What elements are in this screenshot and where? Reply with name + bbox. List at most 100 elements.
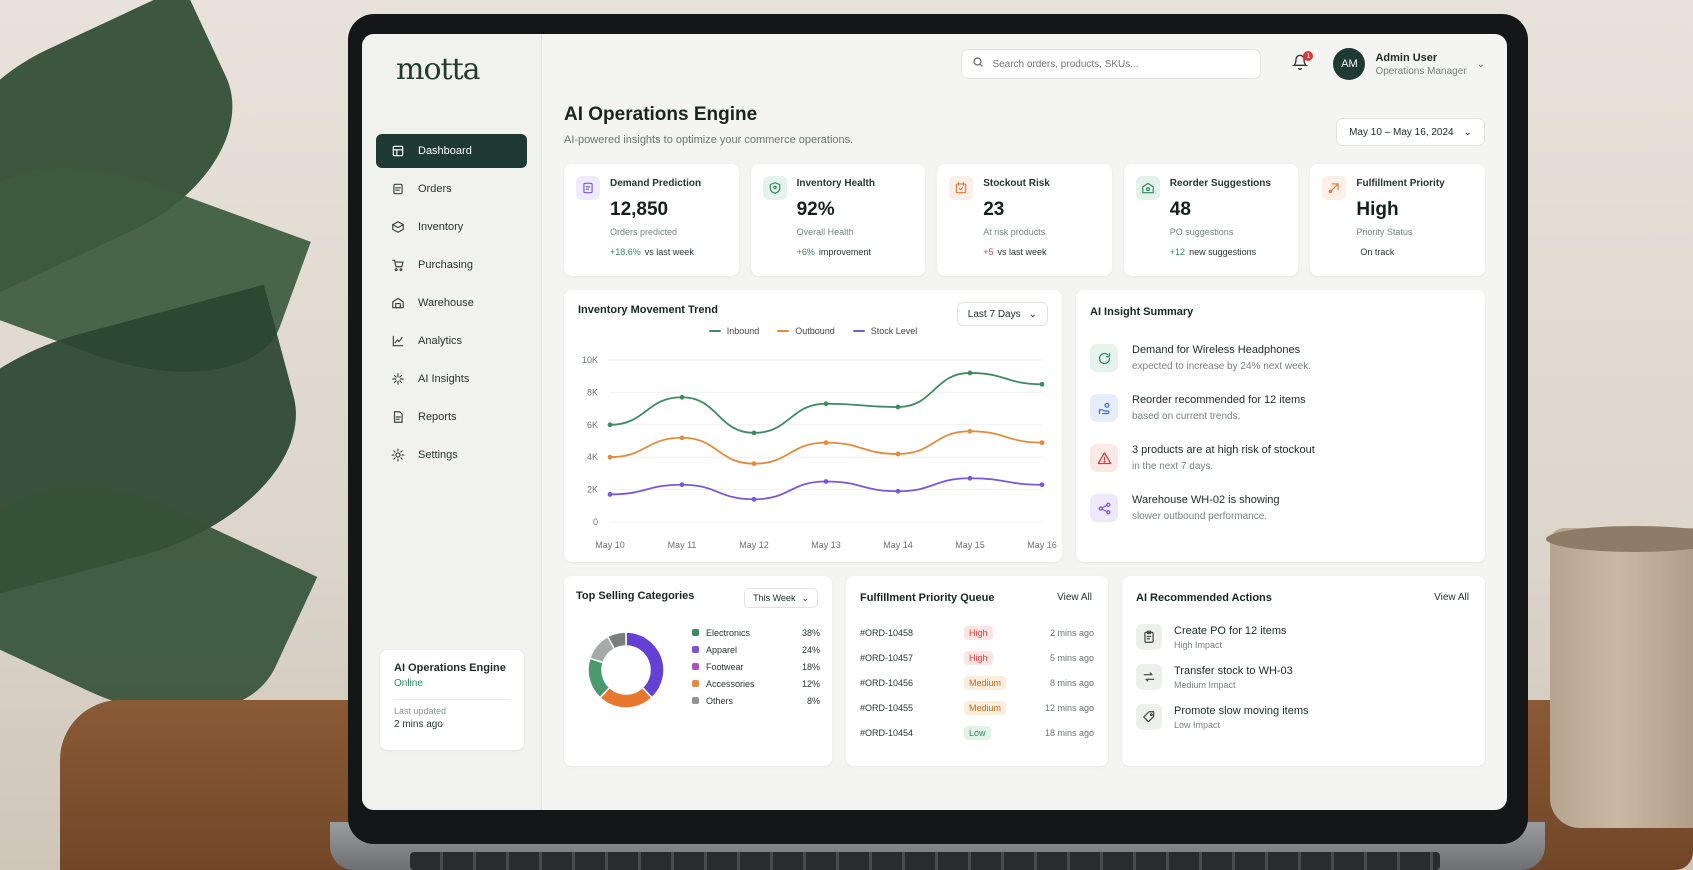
kpi-delta-sign: + (983, 247, 989, 257)
kpi-card-demand-prediction[interactable]: Demand Prediction 12,850 Orders predicted +… (564, 164, 739, 276)
kpi-card-stockout-risk[interactable]: Stockout Risk 23 At risk products +5 vs last… (937, 164, 1112, 276)
queue-row[interactable]: #ORD-10455 Medium 12 mins ago (860, 695, 1094, 720)
fulfillment-queue-panel: Fulfillment Priority Queue View All #ORD… (846, 576, 1108, 766)
kpi-delta-text: vs last week (644, 247, 694, 257)
kpi-card-inventory-health[interactable]: Inventory Health 92% Overall Health +6% impr… (750, 164, 926, 276)
category-row[interactable]: Footwear 18% (692, 662, 820, 672)
data-point[interactable] (679, 482, 685, 488)
kpi-delta-value: 5 (988, 247, 994, 257)
sidebar-item-analytics[interactable]: Analytics (376, 324, 527, 358)
kpi-card-reorder-suggestions[interactable]: Reorder Suggestions 48 PO suggestions +12 ne… (1123, 164, 1299, 276)
donut-slice[interactable] (606, 631, 627, 650)
sidebar-item-ai-insights[interactable]: AI Insights (376, 362, 527, 396)
search-box[interactable] (961, 49, 1262, 79)
data-point[interactable] (895, 451, 901, 457)
brand-logo[interactable]: motta (396, 52, 481, 87)
kpi-subtitle: Orders predicted (610, 227, 678, 237)
category-row[interactable]: Electronics 38% (692, 628, 820, 638)
queue-title: Fulfillment Priority Queue (860, 592, 995, 604)
x-tick-label: May 16 (1027, 540, 1057, 550)
action-item[interactable]: Create PO for 12 items High Impact (1136, 624, 1471, 650)
sidebar-item-settings[interactable]: Settings (376, 438, 527, 472)
user-menu[interactable]: AM Admin User Operations Manager ⌄ (1333, 48, 1485, 80)
date-range-picker[interactable]: May 10 – May 16, 2024 ⌄ (1336, 118, 1485, 146)
donut-slice[interactable] (625, 631, 665, 699)
queue-view-all-link[interactable]: View All (1057, 592, 1092, 603)
category-row[interactable]: Accessories 12% (692, 679, 820, 689)
trend-range-select[interactable]: Last 7 Days ⌄ (956, 302, 1048, 326)
queue-row[interactable]: #ORD-10457 High 5 mins ago (860, 645, 1094, 670)
legend-item[interactable]: Outbound (777, 326, 835, 336)
data-point[interactable] (1039, 381, 1045, 387)
kpi-delta-value: 12 (1175, 247, 1186, 257)
queue-row[interactable]: #ORD-10456 Medium 8 mins ago (860, 670, 1094, 695)
data-point[interactable] (751, 496, 757, 502)
sidebar-item-purchasing[interactable]: Purchasing (376, 248, 527, 282)
data-point[interactable] (1039, 440, 1045, 446)
data-point[interactable] (751, 461, 757, 467)
sidebar-item-dashboard[interactable]: Dashboard (376, 134, 527, 168)
data-point[interactable] (823, 401, 829, 407)
kpi-card-fulfillment-priority[interactable]: Fulfillment Priority High Priority Status O… (1310, 164, 1485, 276)
donut-slice[interactable] (587, 657, 611, 699)
legend-label: Outbound (795, 326, 835, 336)
inventory-icon (390, 219, 406, 235)
order-time: 18 mins ago (1044, 727, 1094, 738)
notifications-button[interactable]: 1 (1289, 51, 1314, 75)
kpi-subtitle: At risk products (983, 227, 1046, 237)
share-icon (1090, 494, 1118, 522)
data-point[interactable] (751, 430, 757, 436)
donut-slice[interactable] (598, 686, 654, 709)
categories-period-select[interactable]: This Week ⌄ (744, 588, 818, 608)
data-point[interactable] (823, 440, 829, 446)
insight-item[interactable]: Reorder recommended for 12 items based on… (1090, 394, 1471, 422)
sidebar-item-label: AI Insights (418, 373, 470, 385)
legend-swatch (708, 330, 721, 332)
data-point[interactable] (967, 428, 973, 434)
data-point[interactable] (895, 404, 901, 410)
kpi-value: 12,850 (610, 199, 669, 220)
divider (394, 699, 510, 700)
sidebar-item-orders[interactable]: Orders (376, 172, 527, 206)
kpi-delta-text: vs last week (997, 247, 1047, 257)
laptop-keyboard (410, 852, 1440, 870)
action-item[interactable]: Transfer stock to WH-03 Medium Impact (1136, 664, 1471, 690)
middle-row: Inventory Movement Trend Last 7 Days ⌄ I… (564, 290, 1485, 562)
category-row[interactable]: Others 8% (692, 696, 820, 706)
engine-updated-label: Last updated (394, 706, 447, 716)
data-point[interactable] (679, 394, 685, 400)
kpi-subtitle: Priority Status (1356, 227, 1413, 237)
page-title: AI Operations Engine (564, 104, 758, 125)
search-input[interactable] (992, 58, 1251, 70)
queue-row[interactable]: #ORD-10454 Low 18 mins ago (860, 720, 1094, 745)
sidebar-item-warehouse[interactable]: Warehouse (376, 286, 527, 320)
priority-badge: High (964, 625, 993, 640)
data-point[interactable] (607, 454, 613, 460)
category-row[interactable]: Apparel 24% (692, 645, 820, 655)
insight-item[interactable]: 3 products are at high risk of stockout i… (1090, 444, 1471, 472)
data-point[interactable] (895, 488, 901, 494)
data-point[interactable] (967, 370, 973, 376)
engine-title: AI Operations Engine (394, 662, 506, 674)
data-point[interactable] (607, 422, 613, 428)
data-point[interactable] (679, 435, 685, 441)
data-point[interactable] (1039, 482, 1045, 488)
queue-row[interactable]: #ORD-10458 High 2 mins ago (860, 620, 1094, 645)
data-point[interactable] (967, 475, 973, 481)
data-point[interactable] (607, 492, 613, 497)
actions-view-all-link[interactable]: View All (1434, 592, 1469, 603)
category-swatch (692, 697, 699, 704)
data-point[interactable] (823, 479, 829, 484)
sidebar-item-inventory[interactable]: Inventory (376, 210, 527, 244)
legend-item[interactable]: Stock Level (852, 326, 917, 336)
action-impact: Low Impact (1174, 719, 1221, 730)
bottom-row: Top Selling Categories This Week ⌄ Elect… (564, 576, 1485, 766)
legend-item[interactable]: Inbound (708, 326, 759, 336)
insight-item[interactable]: Warehouse WH-02 is showing slower outboun… (1090, 494, 1471, 522)
insight-title: 3 products are at high risk of stockout (1132, 444, 1315, 456)
sidebar-item-reports[interactable]: Reports (376, 400, 527, 434)
insight-item[interactable]: Demand for Wireless Headphones expected t… (1090, 344, 1471, 372)
action-item[interactable]: Promote slow moving items Low Impact (1136, 704, 1471, 730)
page-subtitle: AI-powered insights to optimize your com… (564, 134, 854, 146)
insights-title: AI Insight Summary (1090, 306, 1194, 318)
